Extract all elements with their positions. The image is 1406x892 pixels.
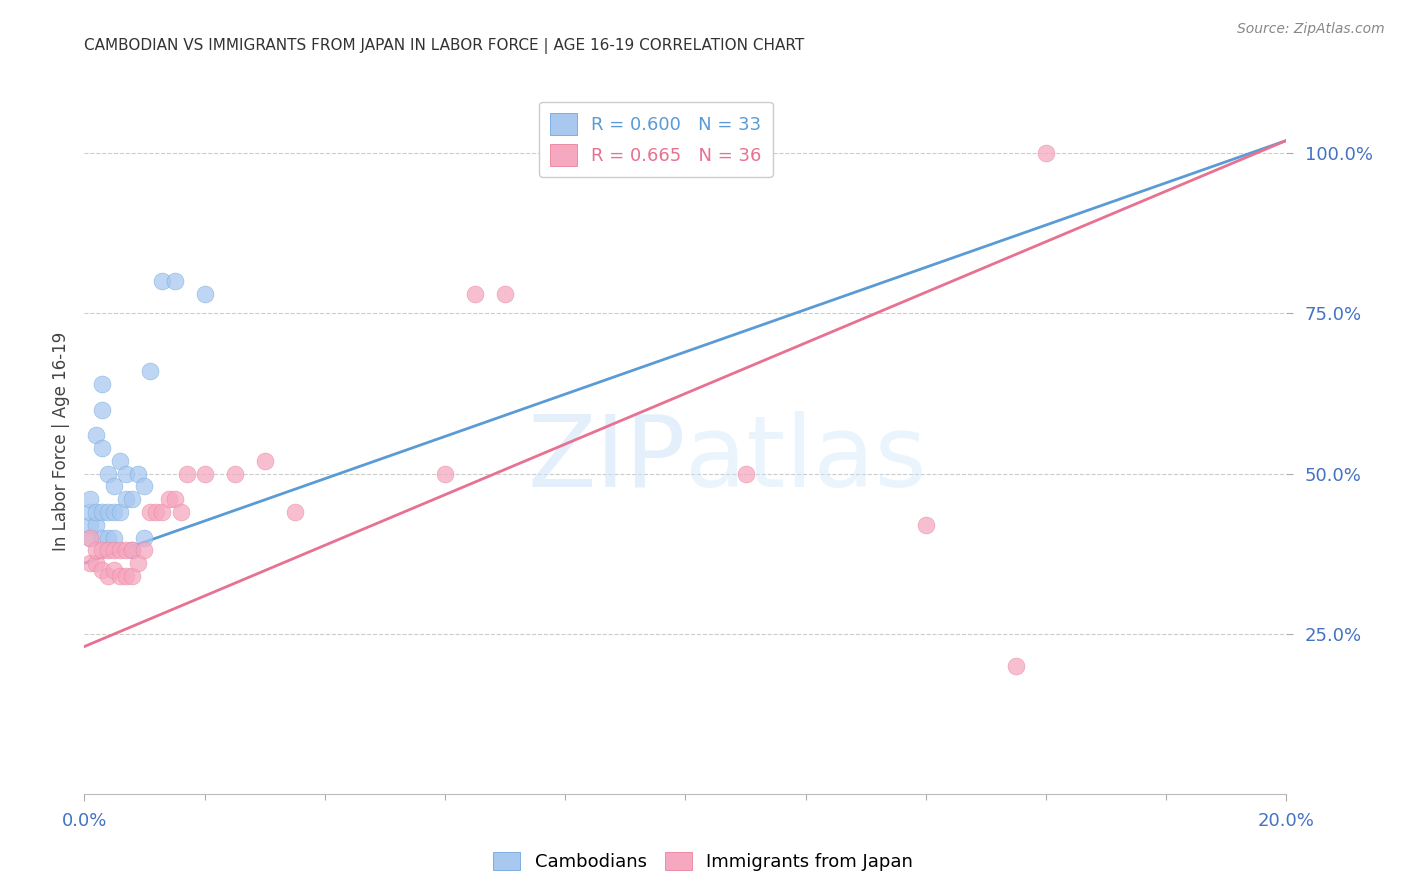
Point	[734, 467, 756, 481]
Point	[86, 505, 108, 519]
Point	[115, 492, 138, 507]
Point	[86, 517, 108, 532]
Point	[176, 467, 198, 481]
Point	[675, 146, 697, 161]
Point	[110, 569, 132, 583]
Point	[139, 505, 162, 519]
Point	[79, 492, 101, 507]
Point	[194, 467, 217, 481]
Point	[1005, 658, 1028, 673]
Point	[103, 543, 125, 558]
Point	[91, 376, 114, 391]
Point	[103, 531, 125, 545]
Text: CAMBODIAN VS IMMIGRANTS FROM JAPAN IN LABOR FORCE | AGE 16-19 CORRELATION CHART: CAMBODIAN VS IMMIGRANTS FROM JAPAN IN LA…	[84, 37, 804, 54]
Point	[115, 569, 138, 583]
Point	[1035, 146, 1057, 161]
Point	[121, 543, 143, 558]
Point	[97, 531, 120, 545]
Point	[284, 505, 307, 519]
Point	[97, 543, 120, 558]
Text: atlas: atlas	[686, 410, 927, 508]
Point	[152, 505, 174, 519]
Point	[121, 569, 143, 583]
Point	[704, 146, 727, 161]
Point	[169, 505, 191, 519]
Point	[127, 556, 149, 570]
Point	[139, 364, 162, 378]
Point	[157, 492, 180, 507]
Point	[464, 287, 486, 301]
Legend: Cambodians, Immigrants from Japan: Cambodians, Immigrants from Japan	[486, 845, 920, 879]
Point	[86, 428, 108, 442]
Point	[115, 543, 138, 558]
Point	[224, 467, 246, 481]
Point	[91, 441, 114, 455]
Point	[121, 543, 143, 558]
Point	[97, 505, 120, 519]
Point	[134, 543, 156, 558]
Point	[494, 287, 516, 301]
Point	[91, 531, 114, 545]
Point	[152, 274, 174, 288]
Point	[79, 517, 101, 532]
Text: Source: ZipAtlas.com: Source: ZipAtlas.com	[1237, 22, 1385, 37]
Y-axis label: In Labor Force | Age 16-19: In Labor Force | Age 16-19	[52, 332, 70, 551]
Text: ZIP: ZIP	[527, 410, 686, 508]
Point	[145, 505, 167, 519]
Point	[79, 531, 101, 545]
Point	[110, 505, 132, 519]
Point	[163, 492, 186, 507]
Point	[103, 479, 125, 493]
Legend: R = 0.600   N = 33, R = 0.665   N = 36: R = 0.600 N = 33, R = 0.665 N = 36	[538, 102, 772, 177]
Point	[86, 543, 108, 558]
Point	[127, 467, 149, 481]
Point	[103, 505, 125, 519]
Point	[91, 563, 114, 577]
Point	[97, 569, 120, 583]
Point	[91, 543, 114, 558]
Point	[434, 467, 457, 481]
Point	[134, 531, 156, 545]
Point	[79, 531, 101, 545]
Point	[253, 454, 276, 468]
Point	[110, 454, 132, 468]
Point	[194, 287, 217, 301]
Point	[103, 563, 125, 577]
Point	[97, 467, 120, 481]
Point	[79, 556, 101, 570]
Point	[121, 492, 143, 507]
Point	[86, 556, 108, 570]
Point	[115, 467, 138, 481]
Point	[91, 402, 114, 417]
Point	[91, 505, 114, 519]
Point	[110, 543, 132, 558]
Point	[79, 505, 101, 519]
Point	[163, 274, 186, 288]
Point	[134, 479, 156, 493]
Point	[915, 517, 938, 532]
